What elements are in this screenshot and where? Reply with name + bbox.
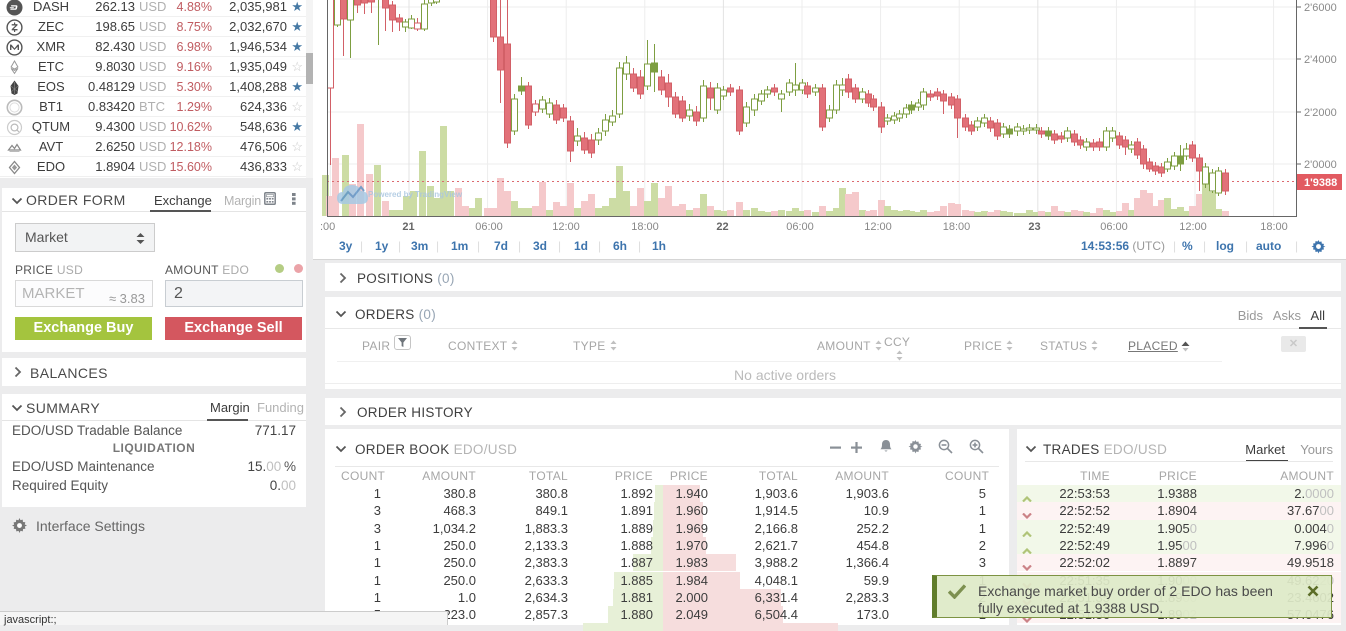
- svg-text:18:00: 18:00: [1260, 221, 1288, 233]
- svg-text:22: 22: [716, 221, 728, 233]
- svg-text:Powered by TradingView: Powered by TradingView: [368, 190, 463, 199]
- svg-text:06:00: 06:00: [1100, 221, 1128, 233]
- svg-text:12:00: 12:00: [552, 221, 580, 233]
- svg-text:1'9388: 1'9388: [1304, 177, 1337, 189]
- svg-text::00: :00: [320, 221, 335, 233]
- svg-text:21: 21: [402, 221, 414, 233]
- svg-text:18:00: 18:00: [631, 221, 659, 233]
- svg-text:2'2000: 2'2000: [1304, 107, 1337, 119]
- svg-text:2'6000: 2'6000: [1304, 2, 1337, 14]
- svg-text:12:00: 12:00: [1179, 221, 1207, 233]
- svg-text:12:00: 12:00: [864, 221, 892, 233]
- svg-text:06:00: 06:00: [786, 221, 814, 233]
- svg-text:2'4000: 2'4000: [1304, 54, 1337, 66]
- svg-text:18:00: 18:00: [943, 221, 971, 233]
- svg-text:23: 23: [1028, 221, 1040, 233]
- svg-text:06:00: 06:00: [475, 221, 503, 233]
- svg-text:2'0000: 2'0000: [1304, 159, 1337, 171]
